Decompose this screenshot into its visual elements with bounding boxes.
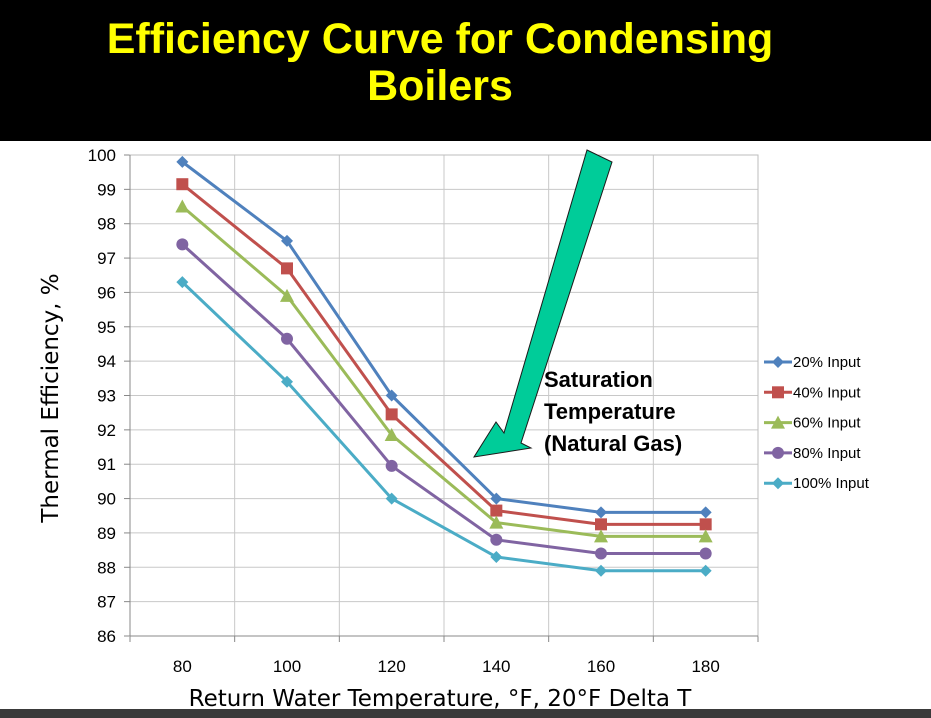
legend-marker-100-input bbox=[772, 477, 784, 490]
legend-item-20-input: 20% Input bbox=[764, 354, 861, 371]
data-point-100-input bbox=[699, 564, 712, 577]
data-point-40-input bbox=[281, 262, 293, 275]
data-point-100-input bbox=[595, 564, 607, 577]
series bbox=[175, 155, 713, 577]
legend-item-80-input: 80% Input bbox=[764, 445, 861, 462]
annotation-line-3: (Natural Gas) bbox=[544, 431, 682, 456]
data-point-100-input bbox=[385, 492, 398, 505]
legend-item-100-input: 100% Input bbox=[764, 475, 870, 492]
data-point-60-input bbox=[698, 529, 713, 543]
grid bbox=[130, 154, 758, 637]
data-point-40-input bbox=[699, 518, 712, 531]
y-tick-label: 94 bbox=[97, 352, 116, 371]
title-band: Efficiency Curve for Condensing Boilers bbox=[0, 0, 931, 141]
series-80-input bbox=[176, 238, 712, 560]
legend-marker-80-input bbox=[772, 446, 784, 459]
data-point-80-input bbox=[176, 238, 189, 251]
data-point-60-input bbox=[594, 529, 608, 543]
data-point-40-input bbox=[490, 504, 503, 517]
x-tick-label: 160 bbox=[587, 657, 615, 676]
legend-marker-60-input bbox=[771, 415, 785, 429]
data-point-80-input bbox=[595, 547, 607, 560]
y-tick-label: 88 bbox=[97, 558, 116, 577]
y-tick-label: 92 bbox=[97, 421, 116, 440]
data-point-60-input bbox=[175, 199, 190, 213]
x-tick-label: 100 bbox=[273, 657, 301, 676]
series-line-80-input bbox=[181, 243, 706, 556]
legend-label: 20% Input bbox=[793, 354, 861, 371]
y-tick-label: 87 bbox=[97, 593, 116, 612]
annotation-line-1: Saturation bbox=[544, 367, 653, 392]
data-point-80-input bbox=[385, 459, 398, 472]
data-point-40-input bbox=[595, 518, 607, 531]
slide-title: Efficiency Curve for Condensing Boilers bbox=[0, 16, 880, 110]
series-100-input bbox=[176, 276, 712, 577]
x-tick-label: 180 bbox=[691, 657, 719, 676]
series-40-input bbox=[176, 178, 712, 531]
data-point-20-input bbox=[176, 155, 189, 168]
y-tick-label: 100 bbox=[88, 146, 116, 165]
annotation: Saturation Temperature (Natural Gas) bbox=[472, 149, 682, 458]
legend-marker-20-input bbox=[772, 356, 784, 368]
annotation-line-2: Temperature bbox=[544, 399, 676, 424]
data-point-20-input bbox=[281, 234, 293, 247]
data-point-20-input bbox=[699, 506, 712, 519]
legend-item-60-input: 60% Input bbox=[764, 415, 861, 432]
series-20-input bbox=[176, 155, 712, 519]
series-60-input bbox=[175, 199, 713, 543]
y-tick-label: 97 bbox=[97, 249, 116, 268]
data-point-100-input bbox=[490, 550, 503, 563]
data-point-100-input bbox=[281, 375, 293, 388]
y-axis-title: Thermal Efficiency, % bbox=[38, 273, 64, 523]
slide-title-line-1: Efficiency Curve for Condensing bbox=[106, 15, 774, 63]
data-point-100-input bbox=[176, 276, 189, 289]
series-line-60-input bbox=[181, 205, 706, 538]
y-tick-label: 98 bbox=[97, 215, 116, 234]
y-tick-label: 93 bbox=[97, 387, 116, 406]
axes bbox=[124, 154, 759, 642]
series-line-40-input bbox=[181, 183, 706, 526]
x-tick-label: 120 bbox=[377, 657, 405, 676]
series-line-20-input bbox=[181, 160, 706, 514]
data-point-60-input bbox=[280, 288, 294, 302]
legend-label: 100% Input bbox=[793, 475, 870, 492]
y-tick-label: 89 bbox=[97, 524, 116, 543]
slide-title-line-2: Boilers bbox=[367, 62, 513, 110]
data-point-20-input bbox=[595, 506, 607, 519]
data-point-40-input bbox=[385, 408, 398, 421]
legend: 20% Input 40% Input 60% Input 80% Input 100%… bbox=[764, 354, 870, 492]
saturation-arrow bbox=[472, 149, 613, 458]
data-point-60-input bbox=[489, 515, 504, 529]
data-point-20-input bbox=[490, 492, 503, 505]
y-tick-label: 99 bbox=[97, 180, 116, 199]
data-point-80-input bbox=[490, 533, 503, 546]
y-tick-label: 86 bbox=[97, 627, 116, 646]
x-axis-title: Return Water Temperature, °F, 20°F Delta… bbox=[189, 686, 693, 712]
series-line-100-input bbox=[181, 281, 706, 573]
data-point-60-input bbox=[384, 428, 399, 442]
x-tick-label: 80 bbox=[173, 657, 192, 676]
data-point-80-input bbox=[699, 547, 712, 560]
y-tick-label: 91 bbox=[97, 455, 116, 474]
legend-label: 40% Input bbox=[793, 384, 861, 401]
bottom-bar bbox=[0, 709, 931, 718]
y-tick-label: 96 bbox=[97, 283, 116, 302]
data-point-80-input bbox=[281, 332, 293, 345]
y-tick-label: 90 bbox=[97, 490, 116, 509]
y-tick-label: 95 bbox=[97, 318, 116, 337]
legend-label: 80% Input bbox=[793, 445, 861, 462]
legend-item-40-input: 40% Input bbox=[764, 384, 861, 401]
data-point-20-input bbox=[385, 389, 398, 402]
legend-label: 60% Input bbox=[793, 415, 861, 432]
legend-marker-40-input bbox=[772, 386, 784, 399]
tick-labels: 86 87 88 89 90 91 92 93 94 95 96 97 98 99 100 80 100 120 1… bbox=[88, 146, 720, 676]
data-point-40-input bbox=[176, 178, 189, 191]
x-tick-label: 140 bbox=[482, 657, 510, 676]
